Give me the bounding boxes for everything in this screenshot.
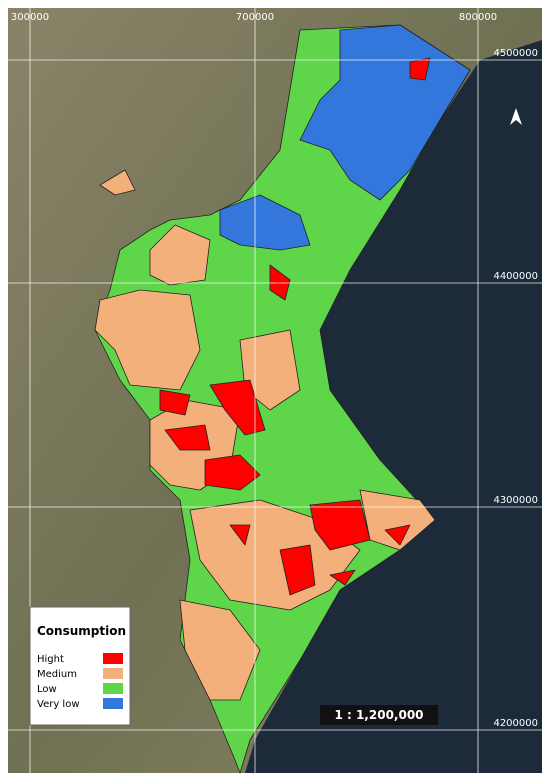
x-coord-label: 800000 [459, 12, 497, 23]
graticule [8, 8, 542, 773]
region [384, 524, 411, 546]
legend-swatch [103, 683, 123, 694]
y-coord-label: 4400000 [493, 271, 538, 282]
regions [94, 24, 471, 774]
region [159, 389, 191, 416]
legend-swatch [103, 698, 123, 709]
legend-items: Hight Medium Low Very low [37, 653, 123, 710]
north-arrow [510, 108, 522, 125]
region [149, 224, 211, 286]
region [269, 264, 291, 301]
region [359, 489, 436, 551]
legend-label: Very low [37, 699, 80, 710]
y-coord-label: 4200000 [493, 718, 538, 729]
legend: Consumption Hight Medium Low Very low [29, 606, 131, 726]
region [329, 569, 356, 586]
legend-title: Consumption [37, 624, 126, 638]
region [99, 169, 136, 196]
legend-label: Low [37, 684, 57, 695]
region [229, 524, 251, 546]
region [94, 289, 201, 391]
x-coord-label: 700000 [236, 12, 274, 23]
legend-swatch [103, 653, 123, 664]
region [179, 599, 261, 701]
region [279, 544, 316, 596]
legend-label: Hight [37, 654, 64, 665]
region [219, 194, 311, 251]
y-coord-label: 4300000 [493, 495, 538, 506]
scale-label: 1 : 1,200,000 [334, 708, 423, 722]
scale-box [320, 705, 438, 725]
y-coord-label: 4500000 [493, 48, 538, 59]
region [409, 57, 431, 81]
region [309, 499, 371, 551]
region [204, 454, 261, 491]
legend-swatch [103, 668, 123, 679]
x-coord-label: 300000 [11, 12, 49, 23]
region [164, 424, 211, 451]
legend-label: Medium [37, 669, 77, 680]
